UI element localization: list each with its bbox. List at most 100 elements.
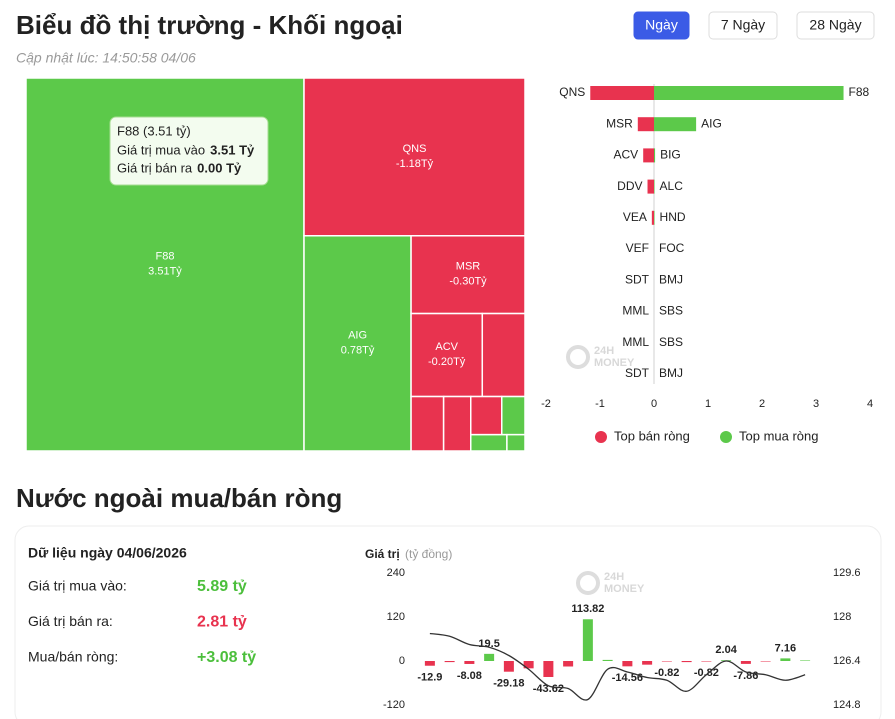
legend-marker: [595, 431, 607, 443]
summary-card: [14, 525, 882, 719]
bar: [654, 148, 656, 163]
bar: [582, 619, 593, 661]
bar: [701, 661, 712, 662]
bar: [654, 210, 655, 225]
y-tick-label: -120: [383, 699, 405, 711]
treemap-cell: [303, 235, 412, 452]
card-date: Dữ liệu ngày 04/06/2026: [28, 545, 187, 561]
tooltip-title: F88 (3.51 tỷ): [117, 123, 191, 138]
bar: [543, 661, 554, 677]
legend-label: Top bán ròng: [614, 428, 690, 443]
bar-value-label: 2.04: [715, 644, 737, 656]
treemap-cell: [442, 395, 472, 452]
bar: [681, 661, 692, 663]
bar-label: MML: [622, 335, 649, 349]
bar-value-label: -43.62: [533, 683, 564, 695]
range-button-label[interactable]: 7 Ngày: [721, 17, 765, 33]
treemap-cell: [481, 312, 526, 398]
treemap-cell: [410, 395, 445, 452]
bar: [760, 661, 771, 662]
bar: [643, 148, 654, 163]
bar-value-label: -12.9: [417, 672, 442, 684]
bar-value-label: -29.18: [493, 678, 524, 690]
bar-value-label: -0.82: [654, 667, 679, 679]
watermark-text: MONEY: [604, 583, 645, 595]
bar-value-label: 113.82: [571, 603, 604, 615]
summary-label: Mua/bán ròng:: [28, 649, 118, 665]
bar-label: HND: [660, 210, 686, 224]
bar: [444, 661, 455, 663]
y2-tick-label: 129.6: [833, 567, 861, 579]
section-title: Nước ngoài mua/bán ròng: [16, 483, 342, 513]
bar-label: BMJ: [659, 366, 683, 380]
treemap-value: 0.78Tỷ: [341, 344, 375, 356]
treemap-cell: [410, 235, 526, 315]
range-button-label[interactable]: 28 Ngày: [809, 17, 861, 33]
bar-value-label: -8.08: [457, 670, 482, 682]
bar: [651, 210, 654, 225]
bar-value-label: 19.5: [478, 638, 499, 650]
treemap-value: -0.20Tỷ: [428, 356, 466, 368]
treemap-cell: [470, 395, 503, 436]
watermark-text: MONEY: [594, 357, 635, 369]
range-button[interactable]: [796, 11, 875, 40]
y-tick-label: 120: [387, 611, 405, 623]
x-tick-label: 0: [651, 398, 657, 410]
bar-label: F88: [849, 85, 870, 99]
tooltip-value: 0.00 Tỷ: [197, 160, 242, 175]
range-button[interactable]: [633, 11, 690, 40]
bar: [424, 661, 435, 666]
bar: [642, 661, 653, 665]
y-axis-unit: (tỷ đồng): [405, 547, 452, 561]
tooltip: [109, 116, 269, 186]
y2-tick-label: 128: [833, 611, 851, 623]
bar-label: MML: [622, 304, 649, 318]
y-axis-label: Giá trị: [365, 547, 400, 561]
bar-label: ACV: [614, 148, 639, 162]
bar: [590, 86, 654, 100]
x-tick-label: 2: [759, 398, 765, 410]
treemap-name: QNS: [403, 143, 427, 155]
treemap-cell: [501, 395, 526, 436]
bar: [503, 661, 514, 672]
watermark-logo: [566, 345, 590, 369]
legend-marker: [720, 431, 732, 443]
bar: [602, 659, 613, 661]
bar-label: QNS: [559, 85, 585, 99]
bar: [654, 179, 655, 194]
bar: [647, 179, 654, 194]
summary-label: Giá trị mua vào:: [28, 578, 127, 594]
bar-label: SDT: [625, 366, 650, 380]
treemap-name: F88: [156, 250, 175, 262]
legend-label: Top mua ròng: [739, 428, 819, 443]
bar-value-label: -0.82: [694, 667, 719, 679]
watermark-text: 24H: [594, 345, 614, 357]
bar: [563, 661, 574, 667]
bar-label: SBS: [659, 335, 683, 349]
range-button[interactable]: [708, 11, 778, 40]
bar: [780, 658, 791, 661]
bar: [800, 660, 811, 661]
bar-label: ALC: [660, 179, 684, 193]
bar: [654, 117, 697, 132]
y-tick-label: 0: [399, 655, 405, 667]
range-button-label[interactable]: Ngày: [645, 17, 678, 33]
treemap-value: -1.18Tỷ: [396, 158, 434, 170]
bar: [484, 653, 495, 661]
tooltip-label: Giá trị mua vào: [117, 142, 205, 157]
x-tick-label: 1: [705, 398, 711, 410]
treemap-cell: [470, 433, 508, 452]
bar: [637, 117, 654, 132]
x-tick-label: 4: [867, 398, 873, 410]
bar-label: BIG: [660, 148, 681, 162]
bar-value-label: 7.16: [775, 642, 796, 654]
y2-tick-label: 126.4: [833, 655, 861, 667]
treemap-cell: [410, 312, 484, 398]
bar: [740, 661, 751, 664]
bar: [622, 661, 633, 667]
watermark-logo: [576, 571, 600, 595]
summary-value: +3.08 tỷ: [197, 649, 256, 666]
treemap-value: -0.30Tỷ: [449, 276, 487, 288]
bar-label: SDT: [625, 272, 650, 286]
